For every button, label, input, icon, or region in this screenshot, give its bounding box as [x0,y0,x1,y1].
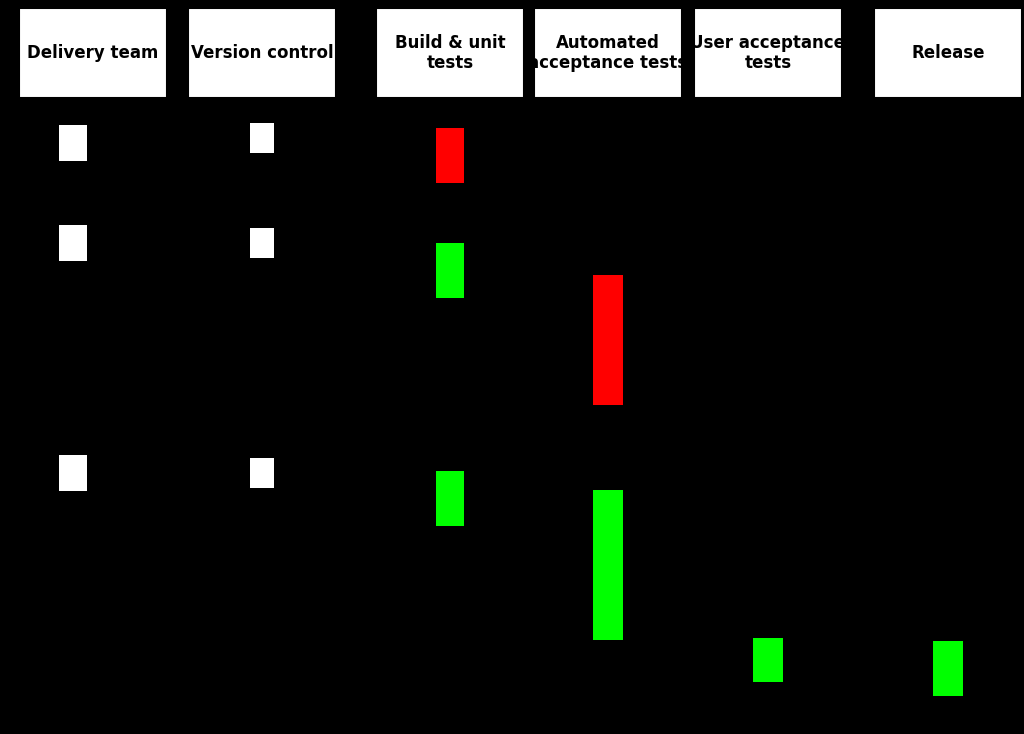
Bar [874,8,1022,98]
Bar [593,490,623,640]
Text: Build & unit
tests: Build & unit tests [394,34,505,73]
Bar [436,128,464,183]
Text: Automated
acceptance tests: Automated acceptance tests [528,34,687,73]
Bar [59,225,87,261]
Text: Delivery team: Delivery team [28,44,159,62]
Bar [933,641,963,696]
Bar [59,455,87,491]
Bar [19,8,167,98]
Bar [250,228,274,258]
Bar [753,638,783,682]
Bar [250,123,274,153]
Text: Version control: Version control [190,44,334,62]
Text: User acceptance
tests: User acceptance tests [690,34,846,73]
Bar [436,242,464,297]
Text: Release: Release [911,44,985,62]
Bar [694,8,842,98]
Bar [376,8,524,98]
Bar [59,125,87,161]
Bar [250,458,274,488]
Bar [593,275,623,405]
Bar [534,8,682,98]
Bar [188,8,336,98]
Bar [436,470,464,526]
